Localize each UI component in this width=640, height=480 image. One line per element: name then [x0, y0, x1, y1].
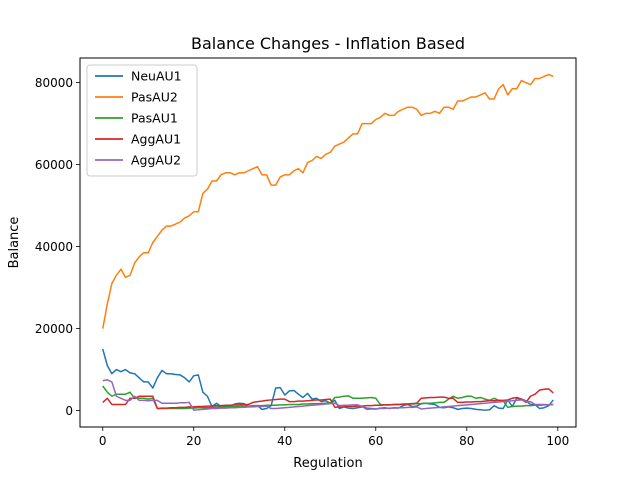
x-tick-label: 80	[459, 434, 474, 448]
chart-title: Balance Changes - Inflation Based	[191, 34, 465, 53]
x-tick-label: 100	[546, 434, 569, 448]
y-axis: 0 20000 40000 60000 80000	[35, 76, 80, 418]
x-tick-label: 20	[186, 434, 201, 448]
legend-box	[86, 64, 198, 177]
legend-label-pasau2: PasAU2	[131, 90, 178, 105]
y-tick-label: 40000	[35, 240, 73, 254]
x-tick-label: 40	[277, 434, 292, 448]
plot-series-group	[102, 73, 554, 411]
series-line-neuau1	[102, 348, 554, 411]
series-line-aggau2	[102, 379, 554, 411]
series-line-aggau1	[102, 388, 554, 410]
legend-label-aggau1: AggAU1	[131, 132, 181, 147]
plot-frame	[79, 57, 577, 428]
legend-label-pasau1: PasAU1	[131, 111, 178, 126]
y-tick-label: 20000	[35, 322, 73, 336]
x-axis-label: Regulation	[293, 456, 362, 471]
y-tick-label: 0	[65, 404, 73, 418]
y-tick-label: 60000	[35, 158, 73, 172]
x-tick-label: 0	[99, 434, 107, 448]
legend-label-neuau1: NeuAU1	[131, 69, 182, 84]
legend: NeuAU1 PasAU2 PasAU1 AggAU1 AggAU2	[86, 64, 198, 177]
x-axis: 0 20 40 60 80 100	[99, 427, 569, 448]
series-line-pasau2	[102, 73, 554, 329]
x-tick-label: 60	[368, 434, 383, 448]
legend-label-aggau2: AggAU2	[131, 153, 181, 168]
y-axis-label: Balance	[7, 217, 22, 269]
y-tick-label: 80000	[35, 76, 73, 90]
